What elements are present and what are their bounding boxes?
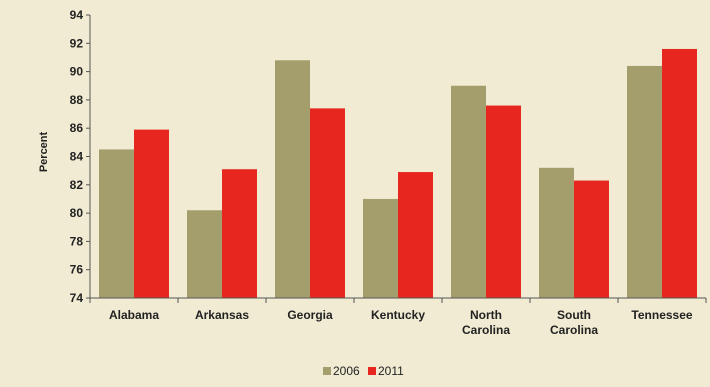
y-tick-label: 84: [70, 150, 84, 164]
bar-2011-alabama: [134, 129, 169, 298]
x-category-label: Carolina: [550, 323, 598, 337]
bar-2011-kentucky: [398, 172, 433, 298]
x-category-label: North: [470, 308, 502, 322]
bar-2006-arkansas: [187, 210, 222, 298]
x-category-label: South: [557, 308, 591, 322]
y-ticks-group: 74 76 78 80 82 84 86 88 90 92 94: [70, 8, 90, 305]
y-tick-label: 74: [70, 291, 84, 305]
x-category-label: Carolina: [462, 323, 510, 337]
y-tick-label: 80: [70, 206, 84, 220]
y-tick-label: 78: [70, 234, 84, 248]
bar-2006-tennessee: [627, 65, 662, 298]
x-category-label: Alabama: [109, 308, 159, 322]
y-tick-label: 82: [70, 178, 84, 192]
bar-2011-arkansas: [222, 169, 257, 298]
bars-group: [99, 48, 697, 299]
y-tick-label: 90: [70, 65, 84, 79]
bar-2011-south-carolina: [574, 180, 609, 298]
x-category-label: Arkansas: [195, 308, 249, 322]
legend-swatch-2006: [323, 367, 331, 375]
y-tick-label: 88: [70, 93, 84, 107]
y-axis-title: Percent: [38, 131, 50, 172]
bar-2006-north-carolina: [451, 85, 486, 298]
y-tick-label: 86: [70, 121, 84, 135]
x-category-label: Georgia: [287, 308, 333, 322]
x-category-label: Kentucky: [371, 308, 425, 322]
legend-label-2006: 2006: [333, 364, 360, 378]
bar-2011-georgia: [310, 108, 345, 298]
x-labels-group: Alabama Arkansas Georgia Kentucky NorthCarol…: [109, 308, 693, 337]
bar-2006-kentucky: [363, 198, 398, 298]
bar-2006-alabama: [99, 149, 134, 298]
bar-2011-tennessee: [662, 48, 697, 299]
y-tick-label: 76: [70, 263, 84, 277]
x-category-label: Tennessee: [631, 308, 692, 322]
bar-2006-georgia: [275, 60, 310, 298]
y-tick-label: 92: [70, 36, 84, 50]
legend-label-2011: 2011: [378, 364, 404, 378]
bar-2006-south-carolina: [539, 167, 574, 298]
bar-2011-north-carolina: [486, 105, 521, 298]
legend: 2006 2011: [323, 364, 404, 378]
y-tick-label: 94: [70, 8, 84, 22]
legend-swatch-2011: [368, 367, 376, 375]
